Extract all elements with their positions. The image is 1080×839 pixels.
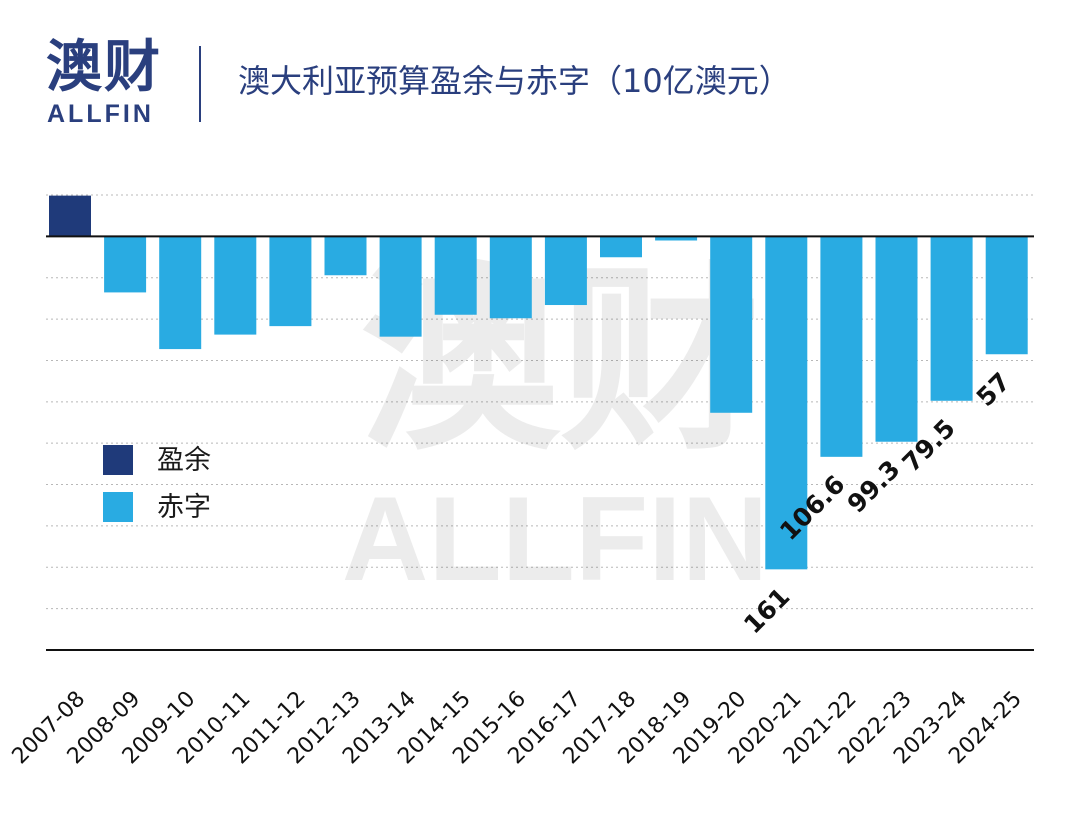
watermark: 澳财 ALLFIN bbox=[342, 245, 769, 606]
data-label-2024-25: 57 bbox=[971, 367, 1016, 412]
bar-2024-25 bbox=[985, 236, 1028, 355]
bar-2017-18 bbox=[600, 236, 642, 258]
bar-2014-15 bbox=[434, 236, 477, 315]
header-divider bbox=[199, 46, 201, 122]
chart-title: 澳大利亚预算盈余与赤字（10亿澳元） bbox=[238, 62, 791, 100]
bar-2018-19 bbox=[655, 236, 698, 241]
legend-swatch-deficit bbox=[103, 492, 133, 522]
bar-2011-12 bbox=[269, 236, 312, 327]
bar-2019-20 bbox=[710, 236, 753, 413]
bar-2013-14 bbox=[379, 236, 422, 337]
legend-label-deficit: 赤字 bbox=[157, 491, 211, 523]
logo-cn: 澳财 bbox=[46, 35, 162, 100]
bar-2022-23 bbox=[875, 236, 918, 442]
watermark-en: ALLFIN bbox=[342, 472, 769, 606]
bar-2010-11 bbox=[214, 236, 257, 335]
bar-2007-08 bbox=[49, 195, 91, 237]
legend-swatch-surplus bbox=[103, 445, 133, 475]
bars bbox=[49, 195, 1028, 570]
bar-2012-13 bbox=[324, 236, 367, 276]
bar-2020-21 bbox=[765, 236, 808, 570]
bar-2023-24 bbox=[930, 236, 973, 401]
x-tick-labels: 2007-082008-092009-102010-112011-122012-… bbox=[8, 687, 1027, 770]
bar-2015-16 bbox=[489, 236, 532, 319]
bar-2016-17 bbox=[544, 236, 587, 306]
bar-2008-09 bbox=[104, 236, 147, 293]
legend-item-deficit: 赤字 bbox=[103, 492, 211, 522]
logo-en: ALLFIN bbox=[47, 100, 154, 128]
legend-label-surplus: 盈余 bbox=[157, 444, 211, 476]
bar-2021-22 bbox=[820, 236, 863, 457]
data-label-2022-23: 99.3 bbox=[842, 454, 906, 518]
legend-item-surplus: 盈余 bbox=[103, 445, 211, 475]
bar-2009-10 bbox=[159, 236, 202, 350]
